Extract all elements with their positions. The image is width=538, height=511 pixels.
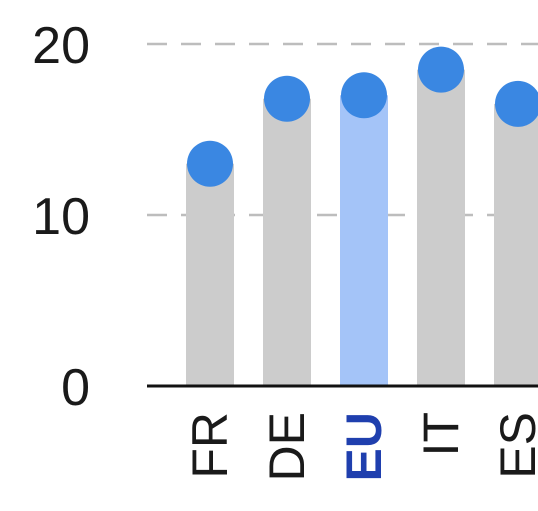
x-tick-label-eu: EU xyxy=(336,412,392,481)
y-tick-labels: 0 10 20 xyxy=(32,17,90,417)
bar-es xyxy=(494,103,538,386)
marker-eu xyxy=(341,72,387,119)
x-tick-label-de: DE xyxy=(259,412,315,481)
bar-de xyxy=(263,98,311,386)
bar-eu xyxy=(340,95,388,387)
x-tick-labels: FR DE EU IT ES xyxy=(182,412,538,481)
y-tick-label: 0 xyxy=(61,359,90,417)
y-tick-label: 10 xyxy=(32,188,90,246)
marker-fr xyxy=(187,140,233,187)
bar-fr xyxy=(186,163,234,386)
gridlines xyxy=(147,42,538,217)
x-tick-label-it: IT xyxy=(413,412,469,456)
marker-it xyxy=(418,46,464,93)
marker-de xyxy=(264,75,310,122)
x-tick-label-fr: FR xyxy=(182,412,238,479)
bars xyxy=(186,46,538,387)
bar-it xyxy=(417,69,465,387)
marker-es xyxy=(495,80,538,127)
y-tick-label: 20 xyxy=(32,17,90,75)
x-tick-label-es: ES xyxy=(490,412,538,479)
